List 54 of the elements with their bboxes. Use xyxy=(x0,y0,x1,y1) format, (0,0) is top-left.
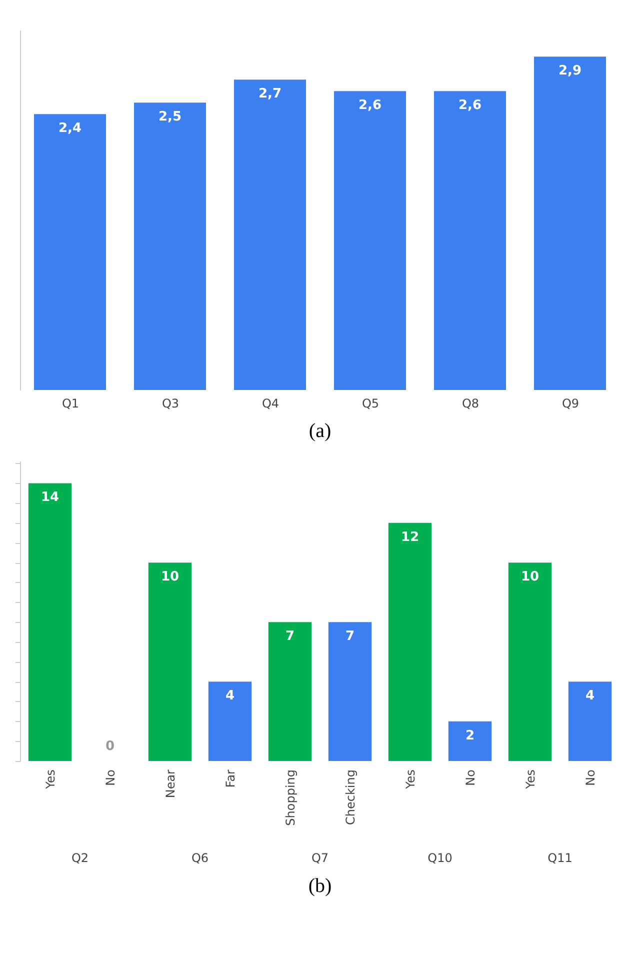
x-tick-label: Near xyxy=(164,769,178,798)
bar xyxy=(328,622,372,761)
x-tick-label: Checking xyxy=(344,770,358,825)
text: Q7 xyxy=(311,851,329,865)
data-label: 7 xyxy=(285,629,295,644)
x-tick-label: No xyxy=(104,770,118,786)
text: Q11 xyxy=(548,851,572,865)
bar xyxy=(508,562,552,761)
text: (b) xyxy=(308,875,332,897)
bar xyxy=(134,102,206,390)
data-label: 10 xyxy=(160,570,180,585)
bar xyxy=(268,622,312,761)
data-label: 2,6 xyxy=(458,98,482,114)
x-tick-label: Yes xyxy=(404,770,418,790)
x-tick-label: Q1 xyxy=(62,396,80,410)
x-tick-label: No xyxy=(584,770,598,786)
data-label: 4 xyxy=(225,688,235,704)
data-label: 2,7 xyxy=(258,86,282,102)
x-tick-label: Q5 xyxy=(362,396,380,410)
text: Q2 xyxy=(71,851,89,865)
data-label: 0 xyxy=(105,739,115,754)
text: (a) xyxy=(308,420,332,442)
x-tick-label: Q3 xyxy=(162,396,180,410)
bar xyxy=(434,91,506,390)
bar xyxy=(534,56,606,390)
bar xyxy=(28,483,72,761)
data-label: 2,9 xyxy=(558,64,582,79)
x-tick-label: Far xyxy=(224,769,238,788)
text: Q10 xyxy=(428,851,452,865)
x-tick-label: Yes xyxy=(44,770,58,790)
bar xyxy=(234,80,306,390)
data-label: 4 xyxy=(585,688,595,704)
text: Q6 xyxy=(191,851,209,865)
data-label: 2,4 xyxy=(58,121,82,136)
data-label: 2 xyxy=(465,728,475,744)
x-tick-label: Q4 xyxy=(262,396,280,410)
x-tick-label: Yes xyxy=(524,770,538,790)
bar xyxy=(148,562,192,761)
x-tick-label: No xyxy=(464,770,478,786)
bar xyxy=(568,682,612,761)
bar xyxy=(388,522,432,761)
bar xyxy=(34,114,106,390)
x-tick-label: Q8 xyxy=(462,396,480,410)
data-label: 14 xyxy=(40,490,60,506)
bar xyxy=(334,91,406,390)
data-label: 2,5 xyxy=(158,110,182,125)
data-label: 12 xyxy=(400,530,420,545)
data-label: 2,6 xyxy=(358,98,382,114)
bar xyxy=(208,682,252,761)
data-label: 10 xyxy=(520,570,540,585)
data-label: 7 xyxy=(345,629,355,644)
x-tick-label: Q9 xyxy=(562,396,580,410)
x-tick-label: Shopping xyxy=(284,770,298,826)
bar xyxy=(448,721,492,761)
